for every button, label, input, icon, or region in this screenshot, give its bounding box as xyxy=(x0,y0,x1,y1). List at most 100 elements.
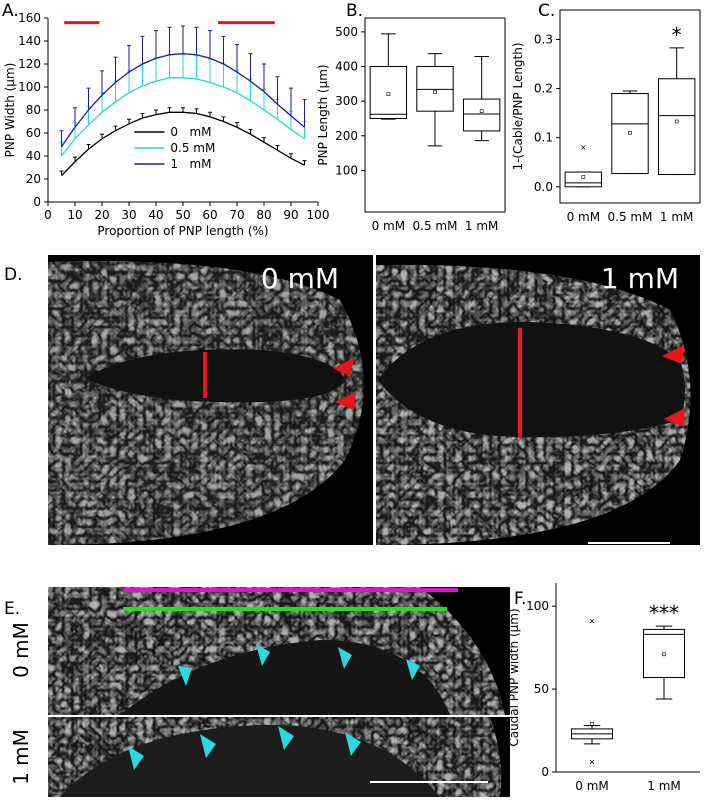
x-tick-label: 10 xyxy=(67,208,82,222)
y-tick-label: 140 xyxy=(18,34,41,48)
significance-label: *** xyxy=(649,601,679,625)
x-tick-label: 1 mM xyxy=(660,210,694,224)
x-tick-label: 30 xyxy=(121,208,136,222)
mean-marker xyxy=(386,92,391,97)
micrograph xyxy=(48,587,510,715)
error-bar xyxy=(181,54,185,78)
error-bar xyxy=(113,125,118,131)
y-tick-label: 160 xyxy=(18,11,41,25)
error-bar xyxy=(100,133,104,139)
axis xyxy=(364,17,506,213)
y-axis-label: 1-(Cable/PNP Length) xyxy=(511,42,525,170)
box xyxy=(657,78,696,176)
error-bar xyxy=(154,30,158,59)
error-bar xyxy=(127,45,131,73)
error-bar xyxy=(167,107,172,113)
image-label: 1 mM xyxy=(9,729,33,785)
panel-label: B. xyxy=(346,1,363,21)
y-axis-label: PNP Length (μm) xyxy=(316,64,330,165)
y-tick-label: 60 xyxy=(26,126,41,140)
error-bar xyxy=(140,35,145,64)
error-bar xyxy=(208,30,212,59)
error-bar xyxy=(289,153,293,159)
error-bar xyxy=(100,70,104,96)
mean-marker xyxy=(433,90,437,94)
line xyxy=(61,111,305,177)
x-tick-label: 0 mM xyxy=(575,779,609,793)
mean-marker xyxy=(628,130,632,135)
y-tick-label: 40 xyxy=(26,149,41,163)
error-bar xyxy=(140,112,145,119)
axis xyxy=(47,18,318,203)
y-tick-label: 200 xyxy=(335,129,358,143)
y-tick-label: 100 xyxy=(18,80,41,94)
error-bar xyxy=(235,70,239,93)
whisker xyxy=(427,111,443,147)
x-tick-label: 80 xyxy=(256,208,271,222)
box xyxy=(462,98,501,132)
line xyxy=(60,77,305,157)
error-bar xyxy=(302,160,307,166)
y-tick-label: 300 xyxy=(335,94,358,108)
whisker xyxy=(474,130,489,142)
significance-label: * xyxy=(672,23,682,47)
micrograph xyxy=(48,717,510,797)
box xyxy=(611,92,649,175)
error-bar xyxy=(154,109,158,115)
image-label: 0 mM xyxy=(261,262,339,295)
x-axis-label: Proportion of PNP length (%) xyxy=(97,224,268,238)
mean-marker xyxy=(674,119,679,124)
error-bar xyxy=(181,25,185,54)
error-bar xyxy=(289,87,293,116)
mean-marker xyxy=(581,175,586,179)
x-tick-label: 100 xyxy=(307,208,330,222)
box xyxy=(416,66,454,112)
legend-label: 1 mM xyxy=(170,157,211,171)
error-bar xyxy=(221,35,226,64)
error-bar xyxy=(140,63,145,86)
x-tick-label: 0.5 mM xyxy=(413,219,458,233)
y-tick-label: 120 xyxy=(18,57,41,71)
error-bar xyxy=(275,145,280,151)
error-bar xyxy=(275,76,280,105)
x-tick-label: 0 mM xyxy=(567,210,601,224)
box xyxy=(642,628,686,679)
micrograph xyxy=(376,255,700,545)
error-bar xyxy=(127,70,131,93)
image-label: 1 mM xyxy=(601,262,679,295)
x-tick-label: 20 xyxy=(94,208,109,222)
error-bar xyxy=(194,55,199,79)
y-tick-label: 0.1 xyxy=(534,131,553,145)
error-bar xyxy=(113,56,118,83)
error-bar xyxy=(86,87,91,110)
y-tick-label: 100 xyxy=(335,163,358,177)
y-tick-label: 400 xyxy=(335,60,358,74)
y-tick-label: 0 xyxy=(33,195,41,209)
mean-marker xyxy=(590,722,594,726)
x-tick-label: 60 xyxy=(202,208,217,222)
error-bar xyxy=(248,129,253,135)
mean-marker xyxy=(662,652,666,657)
y-tick-label: 50 xyxy=(534,682,549,696)
whisker xyxy=(474,55,489,100)
whisker xyxy=(427,53,443,67)
x-tick-label: 90 xyxy=(283,208,298,222)
outlier xyxy=(589,618,595,624)
whisker xyxy=(583,738,601,745)
line xyxy=(60,52,305,148)
y-tick-label: 0 xyxy=(541,765,549,779)
error-bar xyxy=(167,54,172,78)
error-bar xyxy=(235,122,239,128)
x-tick-label: 0 xyxy=(44,208,52,222)
error-bar xyxy=(154,57,158,82)
x-tick-label: 0.5 mM xyxy=(608,210,653,224)
x-tick-label: 50 xyxy=(175,208,190,222)
legend-label: 0.5 mM xyxy=(170,141,215,155)
panel-label: E. xyxy=(4,599,20,619)
x-tick-label: 70 xyxy=(229,208,244,222)
error-bar xyxy=(221,63,226,87)
whisker xyxy=(381,33,396,67)
y-tick-label: 100 xyxy=(526,599,549,613)
y-tick-label: 0.0 xyxy=(534,180,553,194)
